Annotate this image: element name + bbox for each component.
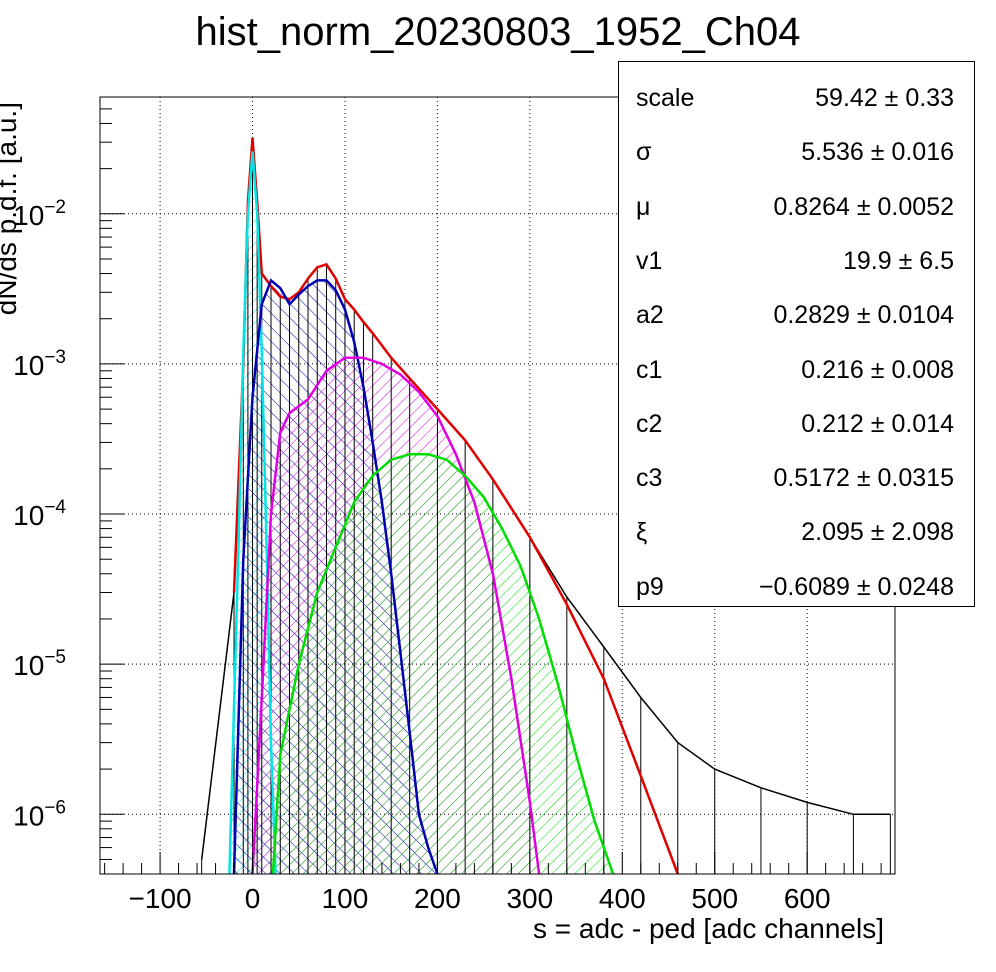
y-tick-exponent: −5 xyxy=(44,647,66,668)
fit-stats-box: scale 59.42 ± 0.33 σ 5.536 ± 0.016 μ 0.8264 ±… xyxy=(618,61,975,607)
stat-name: μ xyxy=(636,192,651,221)
stat-row: v1 19.9 ± 6.5 xyxy=(619,233,974,287)
stat-row: c3 0.5172 ± 0.0315 xyxy=(619,450,974,504)
component-curve-green xyxy=(271,453,615,875)
stat-row: p9 −0.6089 ± 0.0248 xyxy=(619,559,974,613)
x-tick-label: 300 xyxy=(506,883,553,914)
stat-row: σ 5.536 ± 0.016 xyxy=(619,124,974,178)
stat-value: −0.6089 ± 0.0248 xyxy=(758,572,954,601)
stat-value: 5.536 ± 0.016 xyxy=(801,138,954,167)
y-axis-label: dN/ds p.d.f. [a.u.] xyxy=(0,102,22,315)
x-axis-label: s = adc - ped [adc channels] xyxy=(533,913,884,944)
x-tick-label: 500 xyxy=(691,883,738,914)
y-tick-label: 10−6 xyxy=(13,797,66,831)
y-tick-exponent: −6 xyxy=(44,797,66,818)
stat-name: scale xyxy=(636,84,695,112)
component-fills xyxy=(229,151,614,874)
y-tick-label: 10−3 xyxy=(13,347,66,381)
stat-value: 59.42 ± 0.33 xyxy=(815,84,954,112)
stat-row: μ 0.8264 ± 0.0052 xyxy=(619,179,974,233)
y-tick-label: 10−5 xyxy=(13,647,66,681)
stat-name: p9 xyxy=(636,572,664,601)
stat-name: v1 xyxy=(636,246,663,275)
stat-name: ξ xyxy=(636,518,648,547)
stat-value: 2.095 ± 2.098 xyxy=(801,518,954,547)
y-tick-exponent: −2 xyxy=(44,197,66,218)
stat-value: 0.5172 ± 0.0315 xyxy=(773,464,954,493)
component-curve-blue xyxy=(232,278,439,875)
x-tick-label: −100 xyxy=(129,883,192,914)
fit-curves xyxy=(228,137,679,875)
x-tick-label: 200 xyxy=(414,883,461,914)
total-fit-curve xyxy=(232,137,679,875)
stat-name: σ xyxy=(636,138,652,167)
stat-value: 0.8264 ± 0.0052 xyxy=(773,192,954,221)
stat-value: 0.212 ± 0.014 xyxy=(801,409,954,438)
stat-name: a2 xyxy=(636,301,664,330)
stat-row: scale 59.42 ± 0.33 xyxy=(619,70,974,124)
component-fill-green xyxy=(272,454,614,874)
stat-value: 0.216 ± 0.008 xyxy=(801,355,954,384)
component-curve-cyan xyxy=(228,151,277,875)
stat-row: c1 0.216 ± 0.008 xyxy=(619,342,974,396)
stat-row: c2 0.212 ± 0.014 xyxy=(619,396,974,450)
axes: −100 0 100 200 300 400 500 600 10−2 10−3 10−4 10−5 1… xyxy=(13,96,882,914)
stat-value: 0.2829 ± 0.0104 xyxy=(773,301,954,330)
x-tick-label: 0 xyxy=(245,883,261,914)
stat-row: a2 0.2829 ± 0.0104 xyxy=(619,287,974,341)
component-curve-magenta xyxy=(251,356,541,875)
stat-value: 19.9 ± 6.5 xyxy=(842,246,954,275)
chart-title: hist_norm_20230803_1952_Ch04 xyxy=(195,10,801,54)
y-tick-exponent: −4 xyxy=(44,497,66,518)
stat-row: ξ 2.095 ± 2.098 xyxy=(619,504,974,558)
stat-name: c2 xyxy=(636,409,663,438)
x-tick-label: 400 xyxy=(599,883,646,914)
stat-name: c1 xyxy=(636,355,663,384)
x-tick-label: 600 xyxy=(784,883,831,914)
stat-name: c3 xyxy=(636,464,663,493)
x-tick-label: 100 xyxy=(322,883,369,914)
y-tick-exponent: −3 xyxy=(44,347,66,368)
y-tick-label: 10−2 xyxy=(13,197,66,231)
y-tick-label: 10−4 xyxy=(13,497,66,531)
